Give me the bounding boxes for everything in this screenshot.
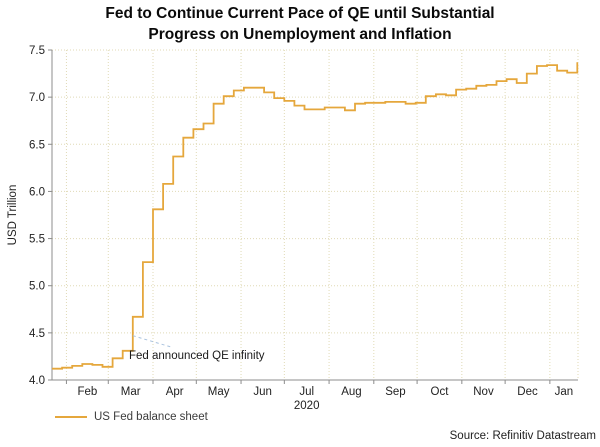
y-tick-label: 5.0 (29, 281, 45, 293)
y-tick-label: 7.0 (29, 92, 45, 104)
x-tick-label: Feb (77, 386, 97, 398)
x-tick-label: Nov (473, 386, 494, 398)
y-tick-label: 4.5 (29, 328, 45, 340)
annotation-leader-line (132, 335, 172, 348)
y-tick-label: 6.0 (29, 186, 45, 198)
y-tick-label: 6.5 (29, 139, 45, 151)
x-tick-label: Jan (555, 386, 574, 398)
legend-line-swatch (55, 416, 87, 418)
legend-label: US Fed balance sheet (94, 411, 208, 423)
x-tick-label: Mar (121, 386, 141, 398)
y-tick-label: 5.5 (29, 234, 45, 246)
x-tick-label: Jun (253, 386, 272, 398)
chart-title: Fed to Continue Current Pace of QE until… (0, 3, 600, 45)
y-tick-label: 4.0 (29, 375, 45, 387)
x-tick-label: May (208, 386, 230, 398)
x-tick-label: Oct (431, 386, 450, 398)
x-tick-label: Aug (341, 386, 361, 398)
x-tick-label: Dec (517, 386, 538, 398)
annotation-label: Fed announced QE infinity (129, 350, 265, 362)
x-tick-label: Jul (299, 386, 314, 398)
chart-title-line1: Fed to Continue Current Pace of QE until… (105, 5, 495, 22)
x-tick-label: Apr (166, 386, 184, 398)
series-line (52, 62, 579, 370)
y-axis-title: USD Trillion (7, 184, 19, 246)
x-axis-year-label: 2020 (294, 400, 320, 412)
x-tick-label: Sep (385, 386, 405, 398)
y-tick-label: 7.5 (29, 45, 45, 57)
legend: US Fed balance sheet (55, 411, 208, 423)
source-credit: Source: Refinitiv Datastream (449, 430, 596, 442)
chart-title-line2: Progress on Unemployment and Inflation (148, 26, 452, 43)
